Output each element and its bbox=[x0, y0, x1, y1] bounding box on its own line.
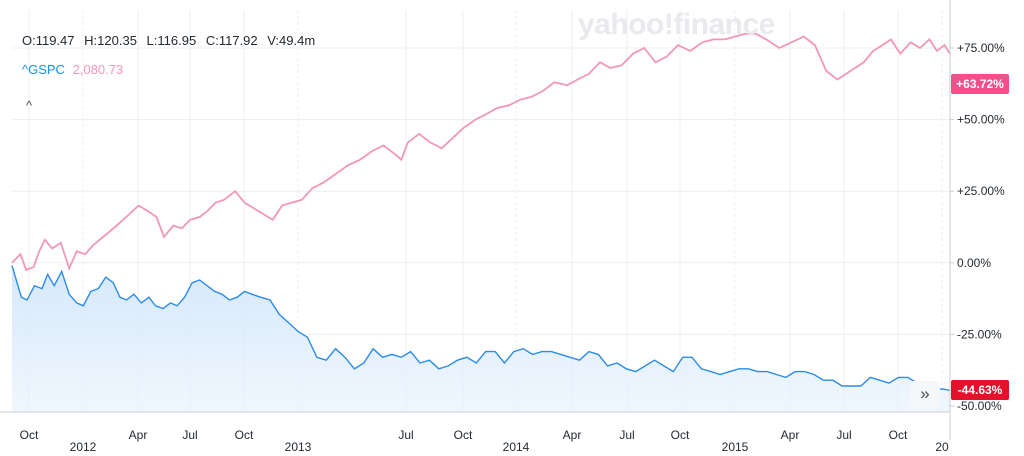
x-month-label: Oct bbox=[454, 428, 473, 442]
low-value: L:116.95 bbox=[146, 33, 197, 48]
y-tick-label: +50.00% bbox=[957, 113, 1005, 127]
x-month-label: Apr bbox=[781, 428, 800, 442]
x-month-label: Oct bbox=[889, 428, 908, 442]
x-month-label: Apr bbox=[129, 428, 148, 442]
y-tick-label: -25.00% bbox=[957, 327, 1002, 341]
y-tick-label: -50.00% bbox=[957, 399, 1002, 413]
x-year-label: 2012 bbox=[70, 440, 97, 454]
yahoo-finance-watermark: yahoo!finance bbox=[578, 8, 775, 41]
x-month-label: Jul bbox=[398, 428, 413, 442]
collapse-caret-icon[interactable]: ^ bbox=[26, 98, 33, 113]
y-tick-label: +25.00% bbox=[957, 184, 1005, 198]
y-tick-label: +75.00% bbox=[957, 41, 1005, 55]
expand-chevrons-icon[interactable]: » bbox=[910, 381, 940, 407]
x-month-label: Jul bbox=[182, 428, 197, 442]
x-month-label: Oct bbox=[671, 428, 690, 442]
volume-value: V:49.4m bbox=[267, 33, 316, 48]
red-series-badge: -44.63% bbox=[951, 380, 1009, 400]
ohlc-readout: O:119.47 H:120.35 L:116.95 C:117.92 V:49… bbox=[22, 33, 321, 48]
series-area-gspc-fill bbox=[12, 265, 950, 412]
x-month-label: Jul bbox=[619, 428, 634, 442]
close-value: C:117.92 bbox=[205, 33, 258, 48]
ticker-value: 2,080.73 bbox=[72, 62, 124, 77]
series-line-gspc bbox=[11, 32, 951, 272]
x-year-label: 2013 bbox=[285, 440, 312, 454]
x-month-label: Apr bbox=[563, 428, 582, 442]
x-year-label: 2015 bbox=[722, 440, 749, 454]
x-month-label: Oct bbox=[235, 428, 254, 442]
series-line-blue bbox=[11, 265, 951, 392]
y-tick-label: 0.00% bbox=[957, 256, 991, 270]
comparison-ticker[interactable]: ^GSPC 2,080.73 bbox=[22, 62, 123, 77]
x-month-label: Jul bbox=[836, 428, 851, 442]
x-year-label: 2014 bbox=[503, 440, 530, 454]
pink-series-badge: +63.72% bbox=[951, 74, 1009, 94]
x-month-label: Oct bbox=[20, 428, 39, 442]
ticker-symbol[interactable]: ^GSPC bbox=[22, 62, 65, 77]
high-value: H:120.35 bbox=[84, 33, 137, 48]
x-year-label: 20 bbox=[935, 440, 949, 454]
open-value: O:119.47 bbox=[22, 33, 75, 48]
